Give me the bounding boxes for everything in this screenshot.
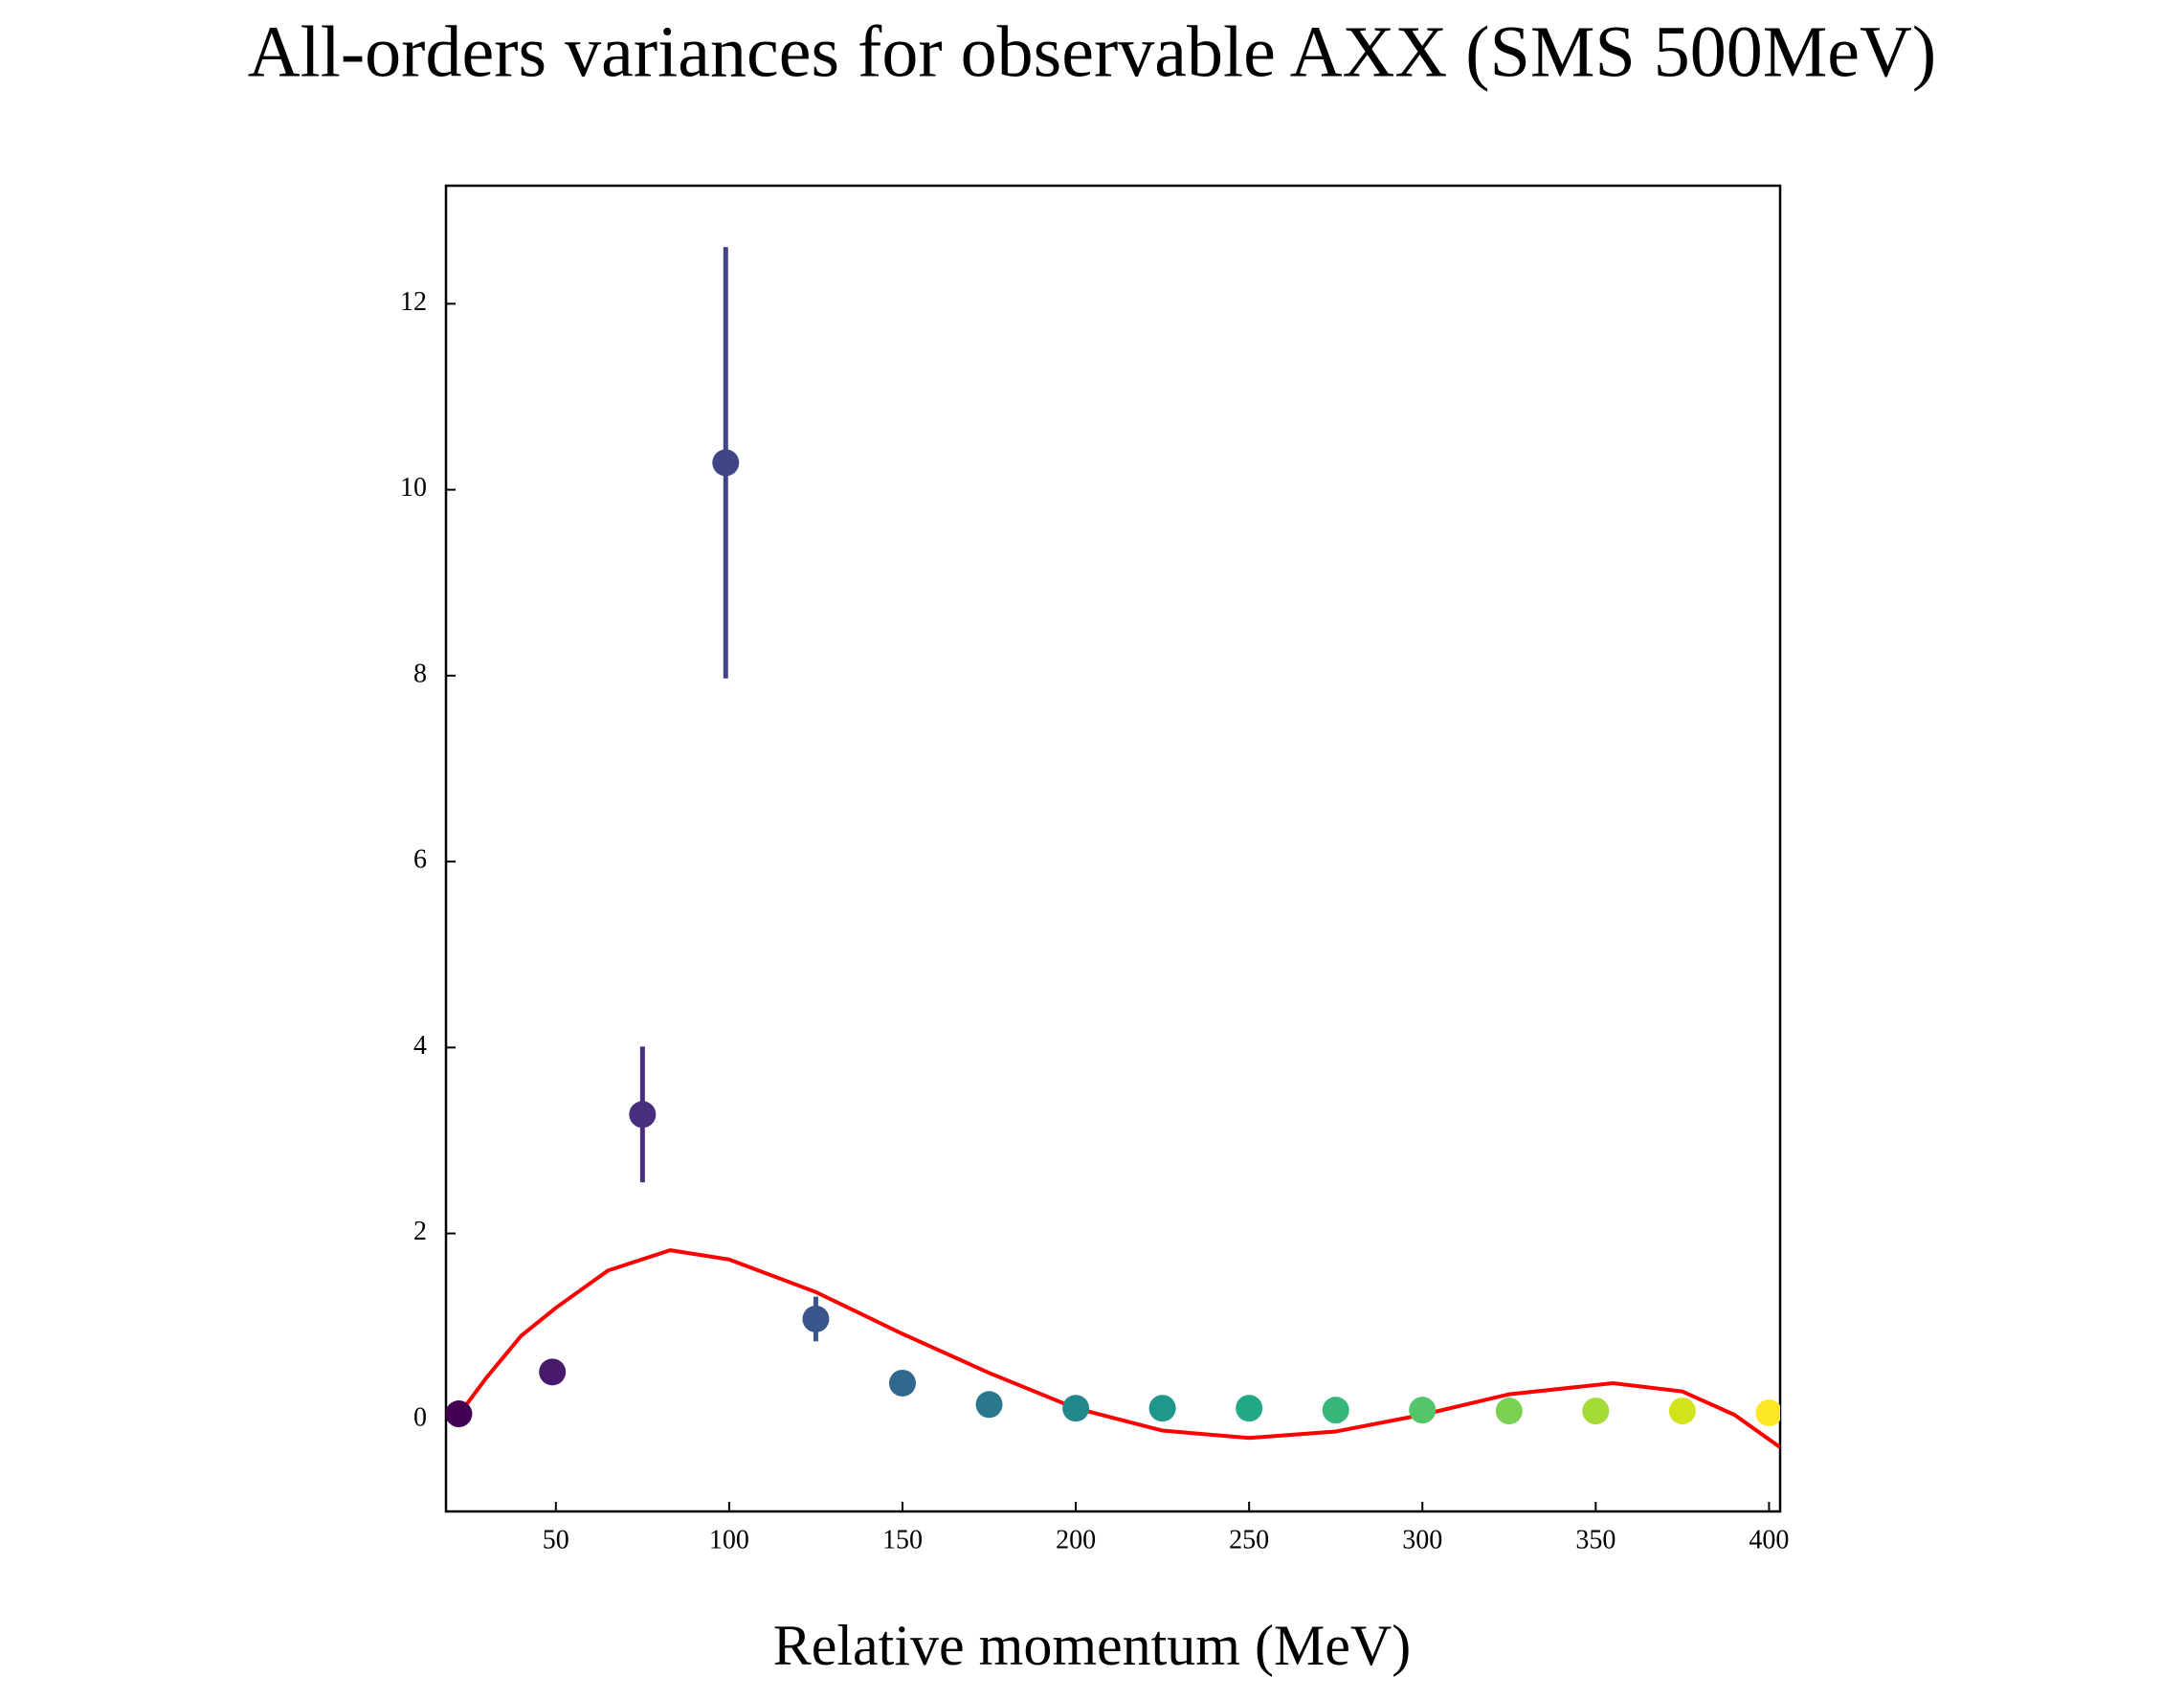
data-point (1755, 1399, 1780, 1427)
x-tick-label: 100 (709, 1525, 749, 1555)
y-tick-label: 10 (400, 473, 427, 503)
data-point (1236, 1395, 1263, 1422)
x-tick-label: 250 (1229, 1525, 1269, 1555)
chart-title: All-orders variances for observable AXX … (248, 11, 1936, 92)
y-tick-label: 6 (413, 845, 427, 875)
data-point (712, 449, 740, 477)
data-point (1582, 1398, 1610, 1425)
plot-frame (444, 184, 1782, 1513)
data-point (1062, 1395, 1090, 1422)
y-tick-label: 4 (413, 1031, 427, 1061)
x-axis-label: Relative momentum (MeV) (773, 1614, 1412, 1677)
x-tick-label: 200 (1056, 1525, 1096, 1555)
data-point (975, 1391, 1003, 1419)
data-point (629, 1101, 657, 1129)
data-point (539, 1358, 567, 1386)
y-tick-label: 2 (413, 1217, 427, 1246)
x-tick-label: 400 (1749, 1525, 1789, 1555)
y-tick-label: 12 (400, 287, 427, 317)
data-point (1495, 1398, 1523, 1425)
fit-curve (457, 1248, 1780, 1449)
data-point (446, 1400, 473, 1428)
y-tick-label: 0 (413, 1402, 427, 1432)
x-tick-label: 50 (543, 1525, 569, 1555)
data-point (1668, 1398, 1696, 1425)
data-point (1148, 1395, 1176, 1422)
data-point (888, 1369, 916, 1397)
x-tick-label: 300 (1402, 1525, 1442, 1555)
y-tick-label: 8 (413, 659, 427, 688)
data-point (1409, 1397, 1437, 1424)
data-point (802, 1305, 830, 1332)
x-tick-label: 150 (882, 1525, 923, 1555)
x-tick-label: 350 (1575, 1525, 1616, 1555)
data-point (1322, 1397, 1349, 1424)
